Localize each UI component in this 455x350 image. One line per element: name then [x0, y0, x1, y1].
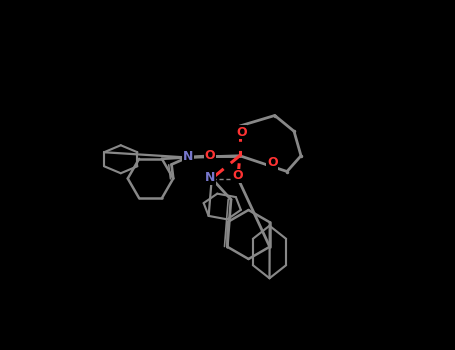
Text: O: O [267, 156, 278, 169]
Text: N: N [183, 150, 193, 163]
Text: O: O [236, 126, 247, 139]
Text: O: O [205, 149, 215, 162]
Text: N: N [205, 171, 215, 184]
Text: O: O [233, 169, 243, 182]
